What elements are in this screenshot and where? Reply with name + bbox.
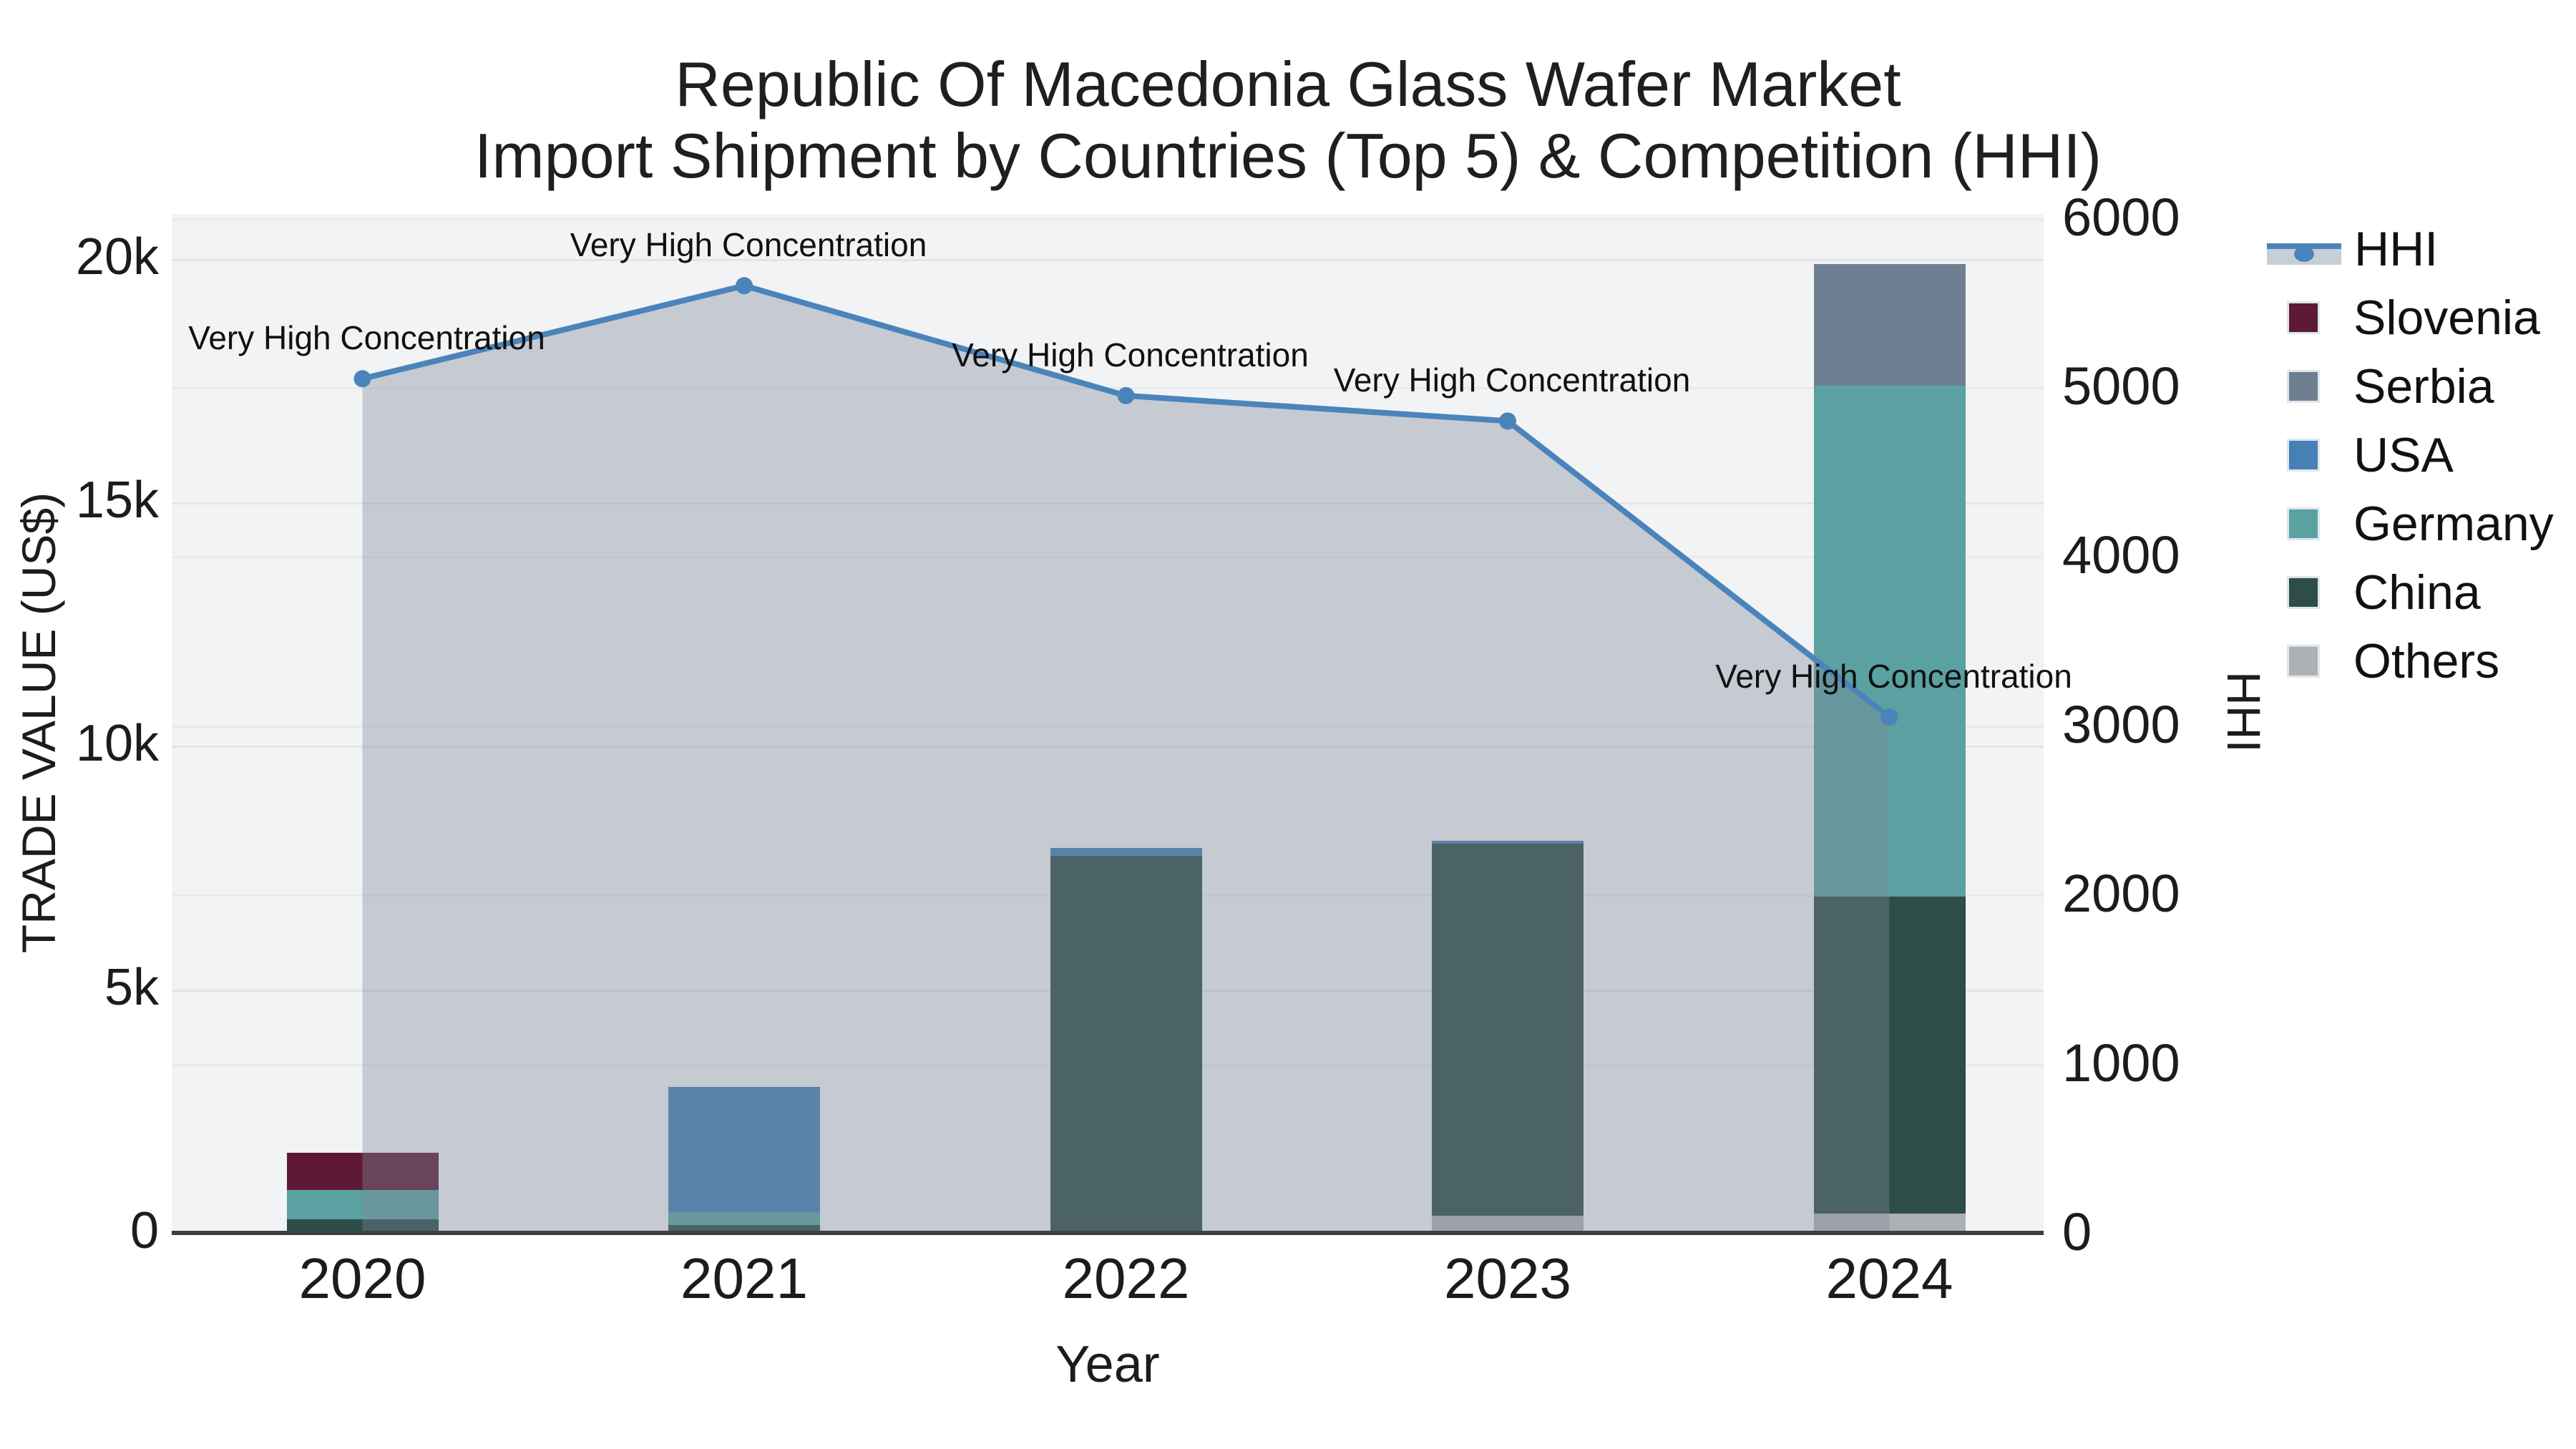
germany-swatch-icon (2289, 509, 2318, 538)
y-right-tick-3000: 3000 (2062, 694, 2180, 754)
legend-label-hhi: HHI (2354, 222, 2439, 276)
bar-segment-china-2020[interactable] (286, 1219, 439, 1233)
x-axis-line (172, 1231, 2044, 1235)
hhi-line-layer (353, 277, 1898, 1233)
legend-item-others[interactable]: Others (2267, 627, 2499, 696)
legend-label-germany: Germany (2353, 497, 2554, 551)
legend-item-serbia[interactable]: Serbia (2267, 352, 2494, 421)
x-tick-2020: 2020 (298, 1246, 426, 1310)
gridline-trade-10000 (172, 746, 2044, 748)
legend-label-slovenia: Slovenia (2353, 291, 2540, 345)
bar-segment-germany-2020[interactable] (286, 1190, 439, 1219)
chart-title-line1: Republic Of Macedonia Glass Wafer Market (675, 49, 1901, 119)
y-left-tick-0: 0 (130, 1202, 159, 1259)
bar-segment-germany-2021[interactable] (668, 1212, 820, 1226)
china-swatch-icon (2289, 578, 2318, 607)
bar-segment-usa-2022[interactable] (1050, 848, 1202, 856)
slovenia-swatch-icon (2289, 303, 2318, 332)
bar-segment-china-2021[interactable] (668, 1225, 820, 1233)
bar-segment-china-2022[interactable] (1050, 855, 1202, 1233)
x-tick-2021: 2021 (680, 1246, 808, 1310)
bar-segment-usa-2021[interactable] (668, 1086, 820, 1213)
y-right-tick-0: 0 (2062, 1202, 2092, 1262)
bar-segment-germany-2024[interactable] (1813, 385, 1966, 897)
x-tick-2023: 2023 (1444, 1246, 1571, 1310)
bar-segment-others-2024[interactable] (1813, 1213, 1966, 1233)
chart-title: Republic Of Macedonia Glass Wafer Market… (0, 49, 2576, 192)
y-right-tick-2000: 2000 (2062, 864, 2180, 924)
gridline-trade-15000 (172, 502, 2044, 505)
y-right-tick-4000: 4000 (2062, 525, 2180, 585)
x-tick-2024: 2024 (1825, 1246, 1953, 1310)
y-right-tick-6000: 6000 (2062, 187, 2180, 247)
bar-segment-usa-2023[interactable] (1432, 841, 1584, 844)
annotation-2023: Very High Concentration (1333, 361, 1691, 399)
gridline-hhi-6000 (172, 218, 2044, 220)
usa-swatch-icon (2289, 441, 2318, 469)
gridline-hhi-4000 (172, 556, 2044, 559)
hhi-line-swatch-icon (2267, 230, 2341, 268)
annotation-2020: Very High Concentration (188, 319, 545, 357)
annotation-2021: Very High Concentration (570, 226, 927, 264)
hhi-marker-2020[interactable] (353, 370, 371, 388)
y-right-tick-5000: 5000 (2062, 356, 2180, 416)
hhi-marker-2021[interactable] (736, 277, 753, 295)
bar-segment-slovenia-2020[interactable] (286, 1152, 439, 1191)
y-axis-left-title: TRADE VALUE (US$) (12, 492, 65, 954)
legend-item-slovenia[interactable]: Slovenia (2267, 283, 2540, 352)
legend-label-usa: USA (2353, 428, 2454, 482)
hhi-marker-2024[interactable] (1880, 708, 1898, 726)
hhi-area-fill (362, 286, 1890, 1233)
serbia-swatch-icon (2289, 372, 2318, 401)
y-left-tick-15k: 15k (75, 472, 159, 530)
legend-item-usa[interactable]: USA (2267, 421, 2454, 489)
others-swatch-icon (2289, 647, 2318, 675)
x-tick-2022: 2022 (1062, 1246, 1190, 1310)
legend-item-hhi[interactable]: HHI (2267, 215, 2438, 283)
hhi-marker-dot (2294, 246, 2314, 262)
y-left-tick-5k: 5k (104, 958, 159, 1016)
chart-title-line2: Import Shipment by Countries (Top 5) & C… (474, 120, 2102, 191)
y-axis-right-title: HHI (2218, 671, 2270, 753)
y-left-tick-10k: 10k (75, 715, 159, 773)
hhi-marker-2023[interactable] (1499, 412, 1516, 430)
gridline-trade-20000 (172, 258, 2044, 261)
legend-item-germany[interactable]: Germany (2267, 489, 2554, 558)
bar-segment-china-2024[interactable] (1813, 897, 1966, 1214)
x-axis-title: Year (1055, 1336, 1160, 1393)
annotation-2022: Very High Concentration (952, 336, 1309, 374)
legend-label-serbia: Serbia (2353, 359, 2494, 414)
legend-label-others: Others (2353, 634, 2500, 688)
bar-segment-others-2023[interactable] (1432, 1216, 1584, 1233)
hhi-marker-2022[interactable] (1117, 386, 1135, 404)
legend-item-china[interactable]: China (2267, 558, 2481, 627)
bar-segment-china-2023[interactable] (1432, 843, 1584, 1216)
gridline-hhi-3000 (172, 725, 2044, 728)
annotation-2024: Very High Concentration (1715, 658, 2072, 696)
bar-segment-serbia-2024[interactable] (1813, 263, 1966, 386)
plot-area[interactable]: Very High Concentration Very High Concent… (172, 215, 2072, 1235)
legend-label-china: China (2353, 565, 2481, 620)
y-right-tick-1000: 1000 (2062, 1033, 2180, 1093)
y-left-tick-20k: 20k (75, 228, 159, 286)
